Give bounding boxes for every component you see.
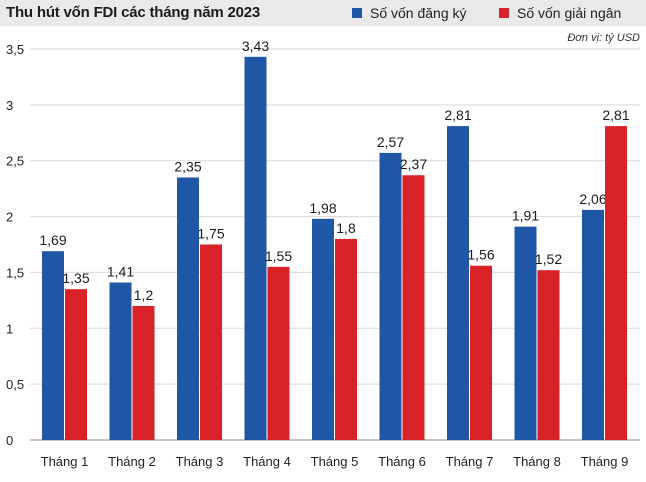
bar-registered [244, 56, 267, 440]
bar-registered [177, 177, 199, 440]
data-label-disbursed: 2,37 [400, 156, 427, 172]
x-tick-label: Tháng 2 [108, 454, 156, 469]
data-label-disbursed: 1,56 [467, 247, 494, 263]
legend-swatch-disbursed [499, 8, 509, 18]
data-label-disbursed: 1,55 [265, 248, 292, 264]
y-tick-label: 2,5 [6, 154, 24, 169]
x-tick-label: Tháng 6 [378, 454, 426, 469]
bar-disbursed [470, 265, 492, 440]
unit-note: Đơn vị: tỷ USD [567, 32, 640, 44]
bar-registered [514, 226, 537, 440]
legend-swatch-registered [352, 8, 362, 18]
chart-header: Thu hút vốn FDI các tháng năm 2023 Số vố… [0, 0, 646, 26]
data-label-disbursed: 1,2 [134, 287, 154, 303]
bar-registered [312, 218, 334, 440]
legend-item-registered: Số vốn đăng ký [352, 4, 467, 22]
data-label-disbursed: 1,35 [62, 270, 89, 286]
data-label-disbursed: 1,75 [197, 226, 224, 242]
data-label-disbursed: 1,52 [535, 251, 562, 267]
data-label-registered: 1,98 [309, 200, 336, 216]
bar-disbursed [267, 266, 290, 440]
x-tick-label: Tháng 7 [446, 454, 494, 469]
legend-label-disbursed: Số vốn giải ngân [517, 5, 622, 21]
x-tick-label: Tháng 3 [176, 454, 224, 469]
bar-registered [447, 126, 469, 440]
x-tick-label: Tháng 9 [581, 454, 629, 469]
x-tick-label: Tháng 8 [513, 454, 561, 469]
data-label-registered: 2,35 [174, 158, 201, 174]
data-label-registered: 2,81 [444, 107, 471, 123]
data-label-registered: 2,06 [579, 191, 606, 207]
data-label-registered: 3,43 [242, 38, 269, 54]
x-tick-label: Tháng 5 [311, 454, 359, 469]
bar-registered [42, 251, 64, 440]
bar-disbursed [335, 238, 357, 440]
bar-registered [582, 209, 604, 440]
y-tick-label: 0,5 [6, 377, 24, 392]
data-label-registered: 1,69 [39, 232, 66, 248]
bar-registered [379, 152, 402, 440]
bar-disbursed [65, 289, 87, 440]
data-label-disbursed: 2,81 [602, 107, 629, 123]
bar-disbursed [200, 244, 222, 440]
bar-disbursed [537, 270, 560, 440]
chart-title: Thu hút vốn FDI các tháng năm 2023 [6, 4, 261, 21]
y-tick-label: 1 [6, 321, 13, 336]
bar-disbursed [402, 175, 425, 441]
y-tick-label: 2 [6, 210, 13, 225]
legend-label-registered: Số vốn đăng ký [370, 5, 467, 21]
y-tick-label: 1,5 [6, 265, 24, 280]
bar-registered [109, 282, 132, 440]
data-label-registered: 1,41 [107, 263, 134, 279]
x-tick-label: Tháng 4 [243, 454, 291, 469]
bar-disbursed [132, 305, 155, 440]
data-label-disbursed: 1,8 [336, 220, 356, 236]
x-tick-label: Tháng 1 [41, 454, 89, 469]
y-tick-label: 3,5 [6, 42, 24, 57]
data-label-registered: 2,57 [377, 134, 404, 150]
y-tick-label: 0 [6, 433, 13, 448]
legend-item-disbursed: Số vốn giải ngân [499, 4, 621, 22]
y-tick-label: 3 [6, 98, 13, 113]
data-label-registered: 1,91 [512, 208, 539, 224]
bar-disbursed [605, 126, 627, 440]
